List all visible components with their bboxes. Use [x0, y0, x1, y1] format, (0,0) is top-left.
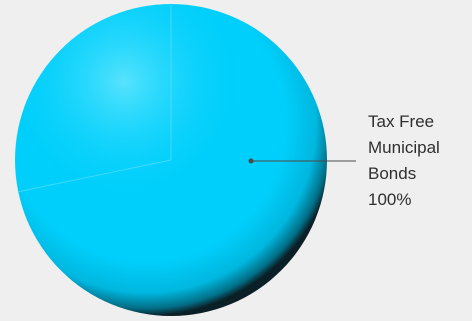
pie-slices [15, 4, 327, 316]
slice-label-line-1: Tax Free [368, 112, 434, 131]
slice-percent-label: 100% [368, 190, 411, 209]
slice-label-line-2: Municipal [368, 138, 440, 157]
slice-label-line-3: Bonds [368, 164, 416, 183]
pie-seam-diagonal [16, 159, 172, 193]
slice-label-group: Tax Free Municipal Bonds 100% [248, 112, 440, 209]
